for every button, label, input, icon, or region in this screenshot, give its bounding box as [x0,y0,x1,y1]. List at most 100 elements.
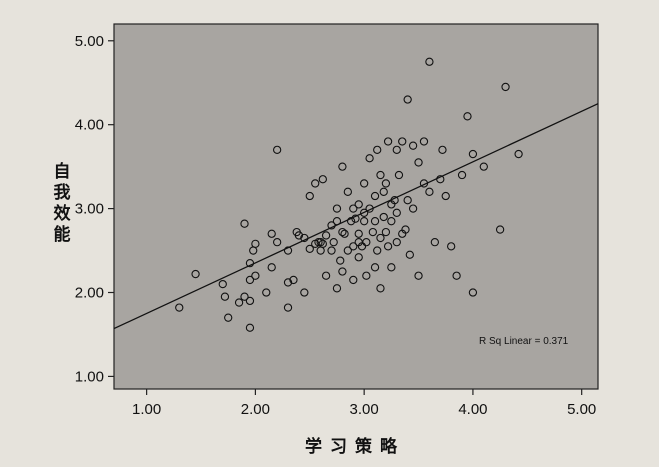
data-point [362,271,371,280]
data-point [267,263,276,272]
data-point [272,145,282,155]
x-axis-title: 学习策略 [305,436,405,457]
data-point [360,217,369,226]
data-point [267,229,276,238]
data-point [338,227,347,237]
data-point [316,238,325,247]
data-point [332,204,342,213]
data-point [251,239,260,248]
data-point [245,296,255,306]
data-point [338,267,347,276]
data-point [368,227,378,237]
fit-annotation: R Sq Linear = 0.371 [479,336,569,347]
data-point [441,191,450,201]
data-point [370,191,380,201]
y-tick-label: 4.00 [75,117,104,134]
data-point [408,204,418,213]
y-tick-label: 1.00 [75,368,104,385]
data-point [220,292,230,301]
data-point [381,179,391,188]
data-point [343,246,352,255]
data-point [408,141,418,150]
data-point [354,200,363,209]
data-point [463,112,472,121]
y-tick-label: 2.00 [75,285,104,302]
data-point [224,313,233,322]
data-point [311,179,320,188]
data-point [283,246,293,255]
data-point [343,187,352,196]
data-point [381,227,391,237]
data-point [447,242,456,251]
data-point [327,246,336,255]
data-point [218,279,227,289]
data-point [514,149,523,159]
data-point [245,275,255,285]
data-point [403,95,412,104]
x-tick-label: 2.00 [241,401,270,418]
data-point [370,263,380,272]
y-axis-title-char: 我 [54,183,71,203]
data-point [349,242,358,251]
data-point [392,145,401,155]
data-point [314,238,323,247]
data-point [240,292,249,301]
data-point [495,225,505,234]
data-point [403,196,412,205]
x-tick-label: 4.00 [458,401,487,418]
data-point [425,187,434,196]
data-points [175,57,523,332]
data-point [305,244,314,254]
data-point [379,212,388,222]
data-point [262,288,271,297]
data-point [379,187,388,196]
data-point [365,154,374,163]
data-point [414,158,423,167]
data-point [373,246,382,255]
data-point [318,175,327,184]
data-point [305,191,314,201]
y-tick-label: 3.00 [75,201,104,218]
data-point [332,284,342,293]
data-point [376,170,385,180]
data-point [340,229,349,238]
data-point [405,250,414,259]
data-point [373,145,382,155]
fit-line [113,103,599,330]
data-point [419,137,429,146]
data-point [430,238,440,247]
data-point [346,217,356,226]
data-point [336,256,345,265]
data-point [294,231,304,240]
data-point [360,179,369,188]
data-point [289,275,298,285]
y-axis-title-char: 能 [54,224,71,245]
y-axis-title-char: 效 [54,203,71,224]
data-point [392,238,401,247]
data-point [338,162,347,171]
data-point [414,271,423,280]
x-axis: 1.00 2.00 3.00 4.00 5.00 [132,389,596,418]
x-tick-label: 5.00 [567,401,596,418]
data-point [383,242,393,251]
data-point [438,145,447,155]
data-point [300,288,309,297]
data-point [401,225,410,234]
data-point [376,233,385,243]
data-point [360,208,369,217]
data-point [354,229,363,238]
y-tick-label: 5.00 [75,33,104,50]
data-point [283,303,293,312]
data-point [468,149,478,159]
data-point [357,242,367,251]
data-point [251,271,260,280]
data-point [240,219,249,228]
y-axis: 1.00 2.00 3.00 4.00 5.00 [75,33,114,385]
data-point [452,271,461,280]
x-tick-label: 1.00 [132,401,161,418]
data-point [191,269,200,279]
data-point [318,239,327,248]
data-point [175,303,184,312]
